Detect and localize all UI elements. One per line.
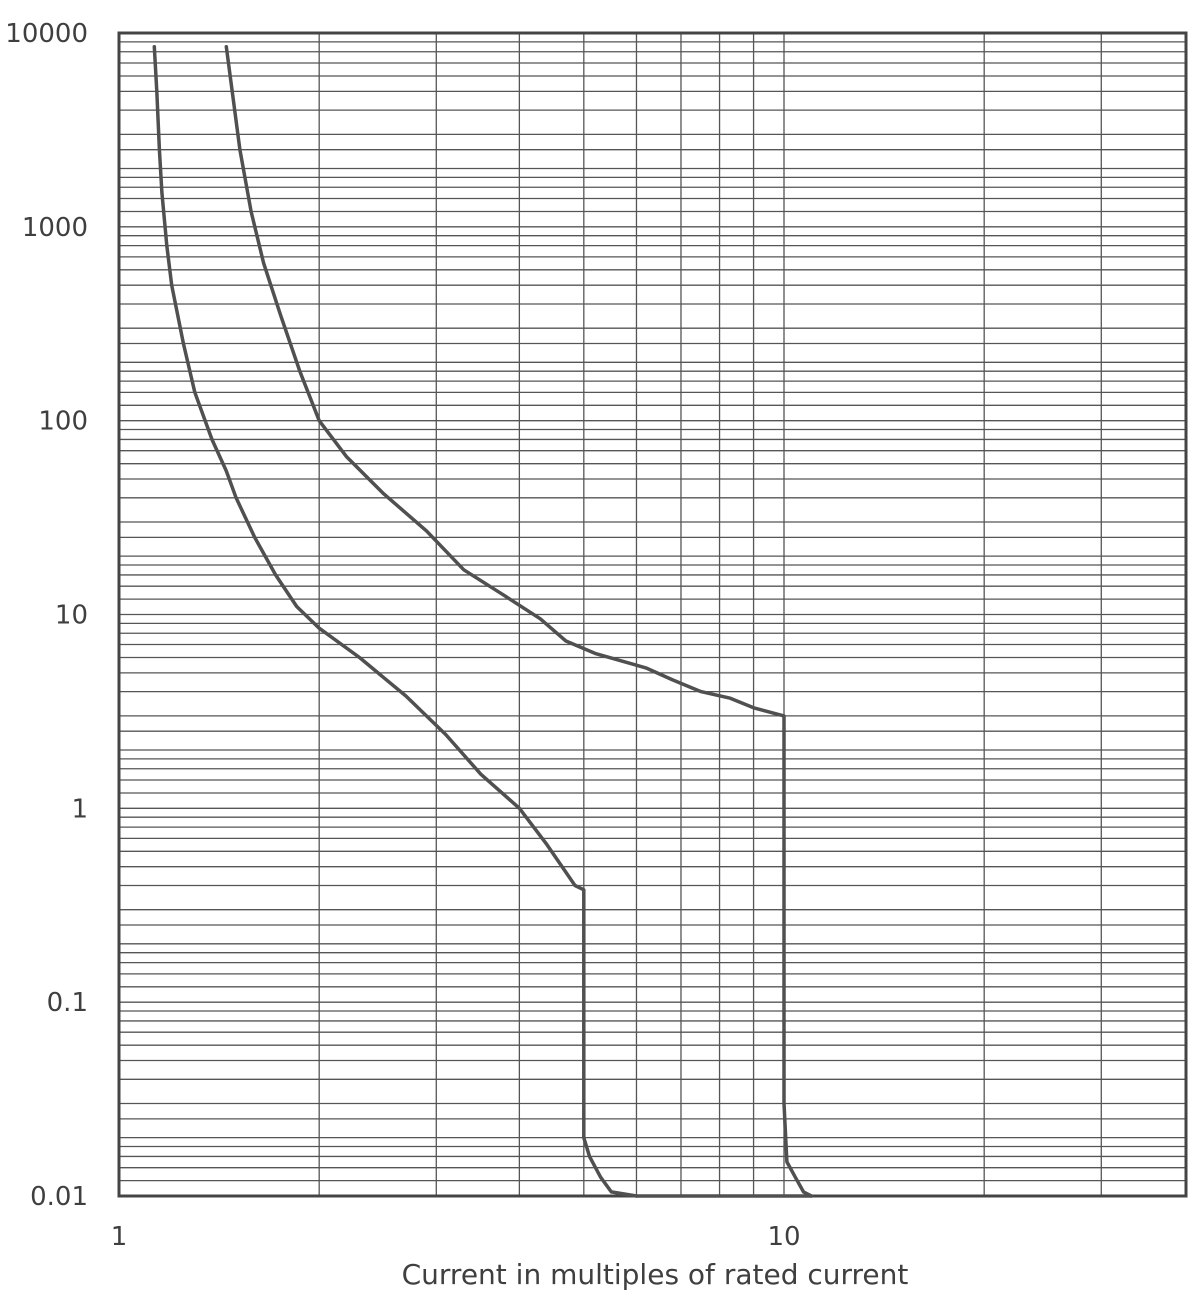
y-tick-label: 10 — [55, 601, 88, 631]
trip-curve-1 — [152, 44, 639, 1198]
grid — [119, 32, 1186, 1197]
x-axis-title: Current in multiples of rated current — [402, 1258, 909, 1291]
y-tick-label: 0.1 — [47, 988, 88, 1018]
y-tick-label: 1000 — [22, 213, 88, 243]
y-axis-ticks: 10000 1000 100 10 1 0.1 0.01 — [5, 19, 88, 1212]
y-tick-label: 1 — [71, 794, 88, 824]
y-tick-label: 0.01 — [30, 1182, 88, 1212]
x-axis-ticks: 1 10 — [111, 1222, 801, 1252]
y-tick-label: 100 — [38, 407, 88, 437]
x-tick-label: 1 — [111, 1222, 128, 1252]
curves — [152, 44, 814, 1198]
y-tick-label: 10000 — [5, 19, 88, 49]
trip-curve-2 — [224, 44, 814, 1198]
x-tick-label: 10 — [767, 1222, 800, 1252]
